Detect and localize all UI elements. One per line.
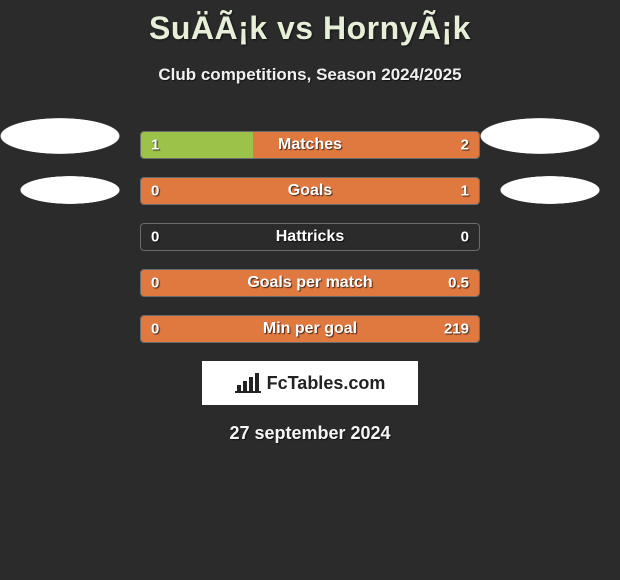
stat-value-left: 0	[151, 275, 159, 292]
subtitle: Club competitions, Season 2024/2025	[0, 65, 620, 85]
bar-right	[141, 316, 479, 342]
date-text: 27 september 2024	[0, 423, 620, 444]
stat-label: Hattricks	[141, 228, 479, 246]
stat-value-right: 2	[461, 137, 469, 154]
stat-value-left: 0	[151, 229, 159, 246]
stat-value-left: 1	[151, 137, 159, 154]
stat-row: 0 Goals 1	[140, 177, 480, 205]
bar-chart-icon	[235, 373, 261, 393]
brand-badge: FcTables.com	[202, 361, 418, 405]
stat-value-left: 0	[151, 321, 159, 338]
stat-row: 0 Hattricks 0	[140, 223, 480, 251]
bar-right	[141, 178, 479, 204]
stat-value-right: 0	[461, 229, 469, 246]
stat-value-right: 0.5	[448, 275, 469, 292]
page-title: SuÄÃ¡k vs HornyÃ¡k	[0, 0, 620, 47]
stat-value-right: 219	[444, 321, 469, 338]
stat-row: 1 Matches 2	[140, 131, 480, 159]
stat-row: 0 Goals per match 0.5	[140, 269, 480, 297]
brand-text: FcTables.com	[267, 373, 386, 394]
bar-right	[253, 132, 479, 158]
stat-row: 0 Min per goal 219	[140, 315, 480, 343]
stats-container: 1 Matches 2 0 Goals 1 0 Hattricks 0 0 Go…	[140, 131, 480, 343]
stat-value-left: 0	[151, 183, 159, 200]
bar-right	[141, 270, 479, 296]
stat-value-right: 1	[461, 183, 469, 200]
